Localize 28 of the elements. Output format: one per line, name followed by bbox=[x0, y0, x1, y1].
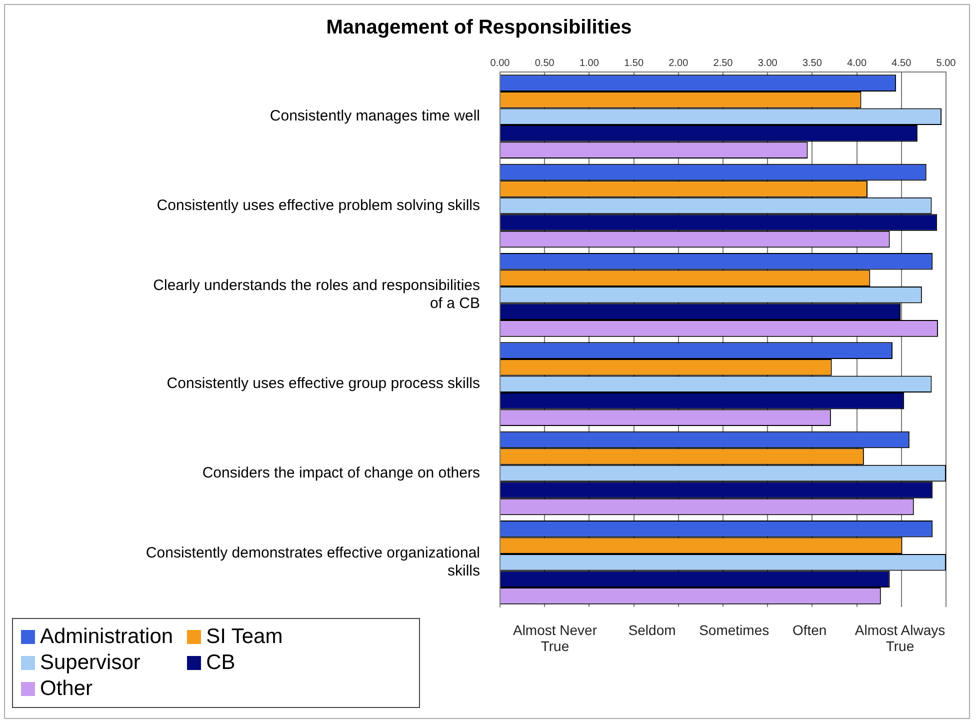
y-tick-label: Consistently uses effective group process skills bbox=[166, 375, 480, 392]
x-tick-label: 1.50 bbox=[624, 58, 644, 69]
y-tick-label: Clearly understands the roles and responsibilities of a CB bbox=[153, 277, 480, 312]
legend-label: Supervisor bbox=[40, 651, 140, 675]
x-tick-label: 4.50 bbox=[892, 58, 912, 69]
text: Almost Never True bbox=[512, 622, 598, 654]
x-tick-label: 0.00 bbox=[490, 58, 510, 69]
chart-title: Management of Responsibilities bbox=[326, 16, 632, 39]
x-tick-label: 3.00 bbox=[758, 58, 778, 69]
legend-label: Other bbox=[40, 677, 93, 701]
legend-label: CB bbox=[206, 651, 236, 675]
x-tick-label: 2.00 bbox=[668, 58, 689, 69]
legend-label: SI Team bbox=[206, 625, 283, 649]
x-tick-label: 1.00 bbox=[579, 58, 600, 69]
text: Seldom bbox=[628, 622, 676, 640]
y-tick-label: Consistently manages time well bbox=[270, 108, 480, 125]
x-tick-label: 0.50 bbox=[534, 58, 555, 69]
x-tick-label: 4.00 bbox=[847, 58, 867, 69]
y-tick-label: Consistently demonstrates effective organizational skills bbox=[146, 544, 480, 580]
y-tick-label: Consistently uses effective problem solving skills bbox=[156, 196, 480, 214]
x-tick-label: 2.50 bbox=[713, 58, 734, 69]
text: Sometimes bbox=[699, 622, 770, 640]
text: Often bbox=[792, 622, 827, 640]
y-tick-label: Considers the impact of change on others bbox=[202, 464, 480, 482]
legend-label: Administration bbox=[40, 625, 174, 649]
x-tick-label: 3.50 bbox=[802, 58, 822, 69]
text: Almost Always True bbox=[854, 622, 946, 654]
x-tick-label: 5.00 bbox=[936, 58, 956, 69]
